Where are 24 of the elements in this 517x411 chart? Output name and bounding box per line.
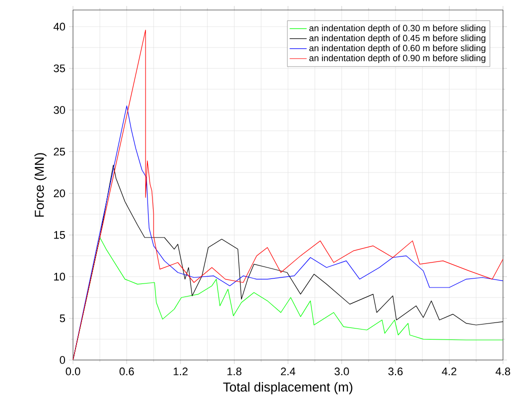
x-axis-title: Total displacement (m) — [223, 382, 352, 394]
y-tick-label: 40 — [54, 22, 66, 31]
x-tick-label: 1.8 — [227, 368, 242, 376]
y-tick-label: 35 — [54, 64, 66, 72]
x-tick-label: 2.4 — [280, 368, 296, 376]
legend-label: an indentation depth of 0.30 m before sliding — [309, 24, 486, 34]
y-tick-label: 5 — [60, 314, 66, 322]
legend-label: an indentation depth of 0.45 m before sliding — [309, 34, 486, 44]
x-tick-label: 3.0 — [334, 368, 349, 376]
x-tick-label: 1.2 — [174, 368, 188, 376]
y-tick-label: 20 — [54, 189, 66, 198]
y-tick-label: 0 — [60, 356, 66, 364]
x-tick-label: 4.8 — [496, 368, 510, 376]
x-tick-label: 0.6 — [120, 368, 134, 376]
x-tick-label: 0.0 — [66, 368, 80, 376]
legend-label: an indentation depth of 0.90 m before sliding — [309, 54, 486, 63]
y-axis-title: Force (MN) — [34, 153, 46, 217]
y-tick-label: 30 — [54, 106, 66, 114]
y-tick-label: 15 — [54, 231, 66, 239]
legend-label: an indentation depth of 0.60 m before sliding — [309, 44, 486, 54]
x-tick-label: 3.6 — [388, 368, 403, 376]
x-tick-label: 4.2 — [442, 368, 456, 376]
y-tick-label: 25 — [54, 148, 66, 156]
y-tick-label: 10 — [54, 272, 66, 281]
